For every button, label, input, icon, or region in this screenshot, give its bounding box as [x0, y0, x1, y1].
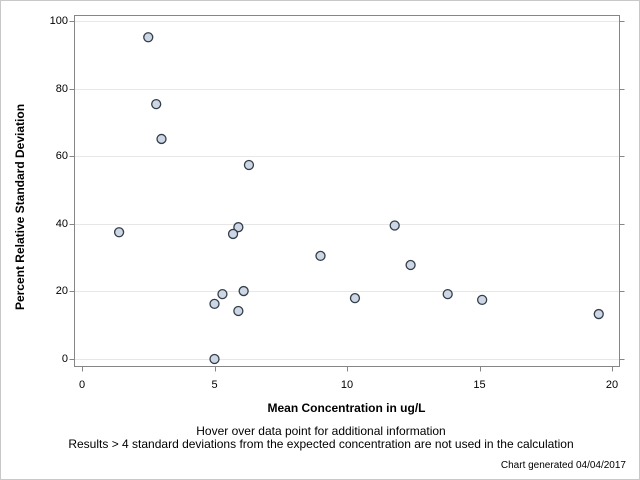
x-tick-label: 0 [78, 379, 86, 391]
y-tick-label: 40 [55, 217, 68, 230]
data-point-marker[interactable] [233, 305, 244, 317]
data-point-marker[interactable] [389, 220, 400, 231]
footnote-exclusion-rule: Results > 4 standard deviations from the… [68, 437, 574, 451]
data-point-marker[interactable] [593, 308, 604, 320]
data-point-marker[interactable] [233, 222, 244, 233]
data-point-marker[interactable] [113, 227, 125, 238]
y-axis-title: Percent Relative Standard Deviation [13, 103, 27, 311]
data-point-marker[interactable] [315, 250, 326, 262]
x-tick-label: 20 [605, 379, 619, 391]
data-point-marker[interactable] [217, 288, 228, 300]
data-point-marker[interactable] [243, 159, 255, 171]
footnote-hover-hint: Hover over data point for additional inf… [196, 424, 446, 438]
data-point-marker[interactable] [143, 32, 154, 43]
data-point-marker[interactable] [156, 133, 167, 145]
data-point-marker[interactable] [476, 294, 488, 306]
y-tick-label: 100 [49, 15, 68, 27]
data-point-marker[interactable] [209, 298, 220, 310]
plot-frame [74, 15, 620, 367]
data-point-marker[interactable] [405, 259, 416, 271]
x-tick-label: 5 [211, 379, 218, 391]
data-point-marker[interactable] [209, 353, 220, 365]
y-tick-label: 20 [55, 285, 68, 298]
x-axis-title: Mean Concentration in ug/L [267, 401, 426, 415]
y-tick-label: 60 [55, 150, 68, 163]
y-tick-label: 80 [55, 82, 68, 95]
data-point-marker[interactable] [238, 285, 249, 297]
x-tick-label: 15 [473, 379, 486, 391]
x-tick-label: 10 [340, 379, 354, 391]
data-point-marker[interactable] [442, 288, 453, 300]
chart-generated-date: Chart generated 04/04/2017 [500, 460, 626, 471]
data-point-marker[interactable] [349, 293, 361, 304]
data-point-marker[interactable] [227, 228, 239, 240]
y-tick-label: 0 [61, 353, 68, 365]
data-point-marker[interactable] [151, 98, 162, 110]
